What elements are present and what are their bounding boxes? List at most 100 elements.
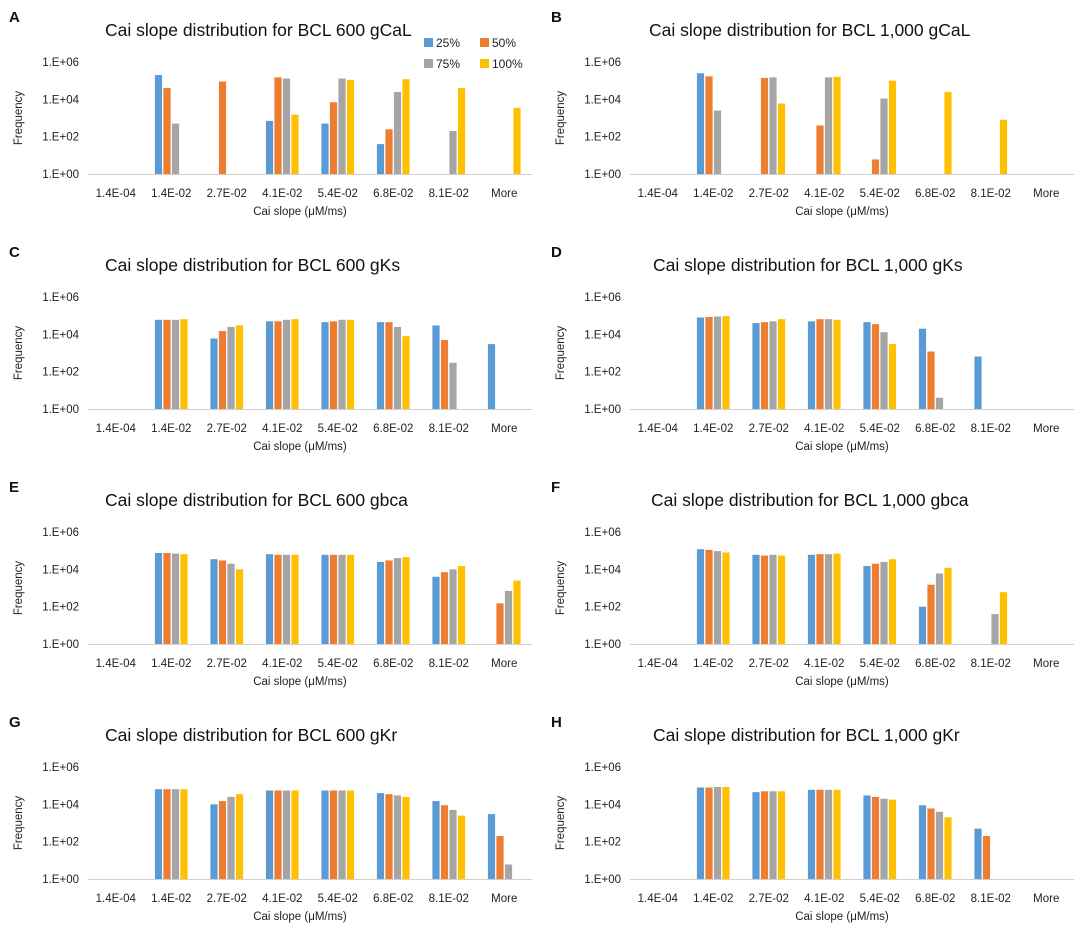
bar-25pct-1.4E-02 <box>696 549 705 644</box>
bar-50pct-1.4E-02 <box>163 789 171 879</box>
panel-letter: H <box>551 714 562 731</box>
y-tick-label: 1.E+06 <box>584 527 621 539</box>
bar-75pct-6.8E-02 <box>393 558 402 644</box>
x-tick-label: More <box>491 658 517 670</box>
legend-swatch <box>424 59 433 68</box>
bar-25pct-2.7E-02 <box>752 323 760 409</box>
bar-50pct-8.1E-02 <box>982 836 991 879</box>
bar-75pct-8.1E-02 <box>449 131 457 174</box>
bar-75pct-8.1E-02 <box>449 569 457 644</box>
x-tick-label: 2.7E-02 <box>749 188 789 200</box>
chart-title: Cai slope distribution for BCL 1,000 gbc… <box>651 490 969 510</box>
x-tick-label: More <box>1033 188 1059 200</box>
bar-25pct-2.7E-02 <box>752 792 760 879</box>
legend-swatch <box>480 38 489 47</box>
x-tick-label: More <box>1033 658 1059 670</box>
bar-50pct-2.7E-02 <box>760 555 769 644</box>
bar-25pct-More <box>487 344 496 409</box>
y-tick-label: 1.E+02 <box>584 132 621 144</box>
bar-75pct-2.7E-02 <box>769 791 777 879</box>
bar-25pct-More <box>487 814 496 879</box>
y-tick-label: 1.E+06 <box>584 292 621 304</box>
x-tick-label: 4.1E-02 <box>804 893 844 905</box>
legend-label: 50% <box>492 36 516 50</box>
bar-75pct-6.8E-02 <box>935 397 944 409</box>
bar-100pct-4.1E-02 <box>833 76 841 174</box>
chart-title: Cai slope distribution for BCL 600 gKs <box>105 255 400 275</box>
bar-50pct-5.4E-02 <box>871 324 880 409</box>
bar-25pct-6.8E-02 <box>376 144 385 174</box>
chart-panel-e: E Cai slope distribution for BCL 600 gbca… <box>0 470 542 705</box>
bar-75pct-4.1E-02 <box>282 554 291 644</box>
bar-25pct-1.4E-02 <box>154 75 163 174</box>
y-axis-label: Frequency <box>555 91 567 146</box>
y-axis-label: Frequency <box>555 796 567 851</box>
bar-25pct-1.4E-02 <box>696 787 705 879</box>
bar-100pct-1.4E-02 <box>722 316 730 409</box>
bar-50pct-5.4E-02 <box>329 321 338 409</box>
bar-50pct-More <box>496 836 504 879</box>
bar-75pct-4.1E-02 <box>282 78 291 174</box>
bar-50pct-1.4E-02 <box>163 88 171 174</box>
bar-50pct-2.7E-02 <box>218 81 227 174</box>
x-tick-label: 1.4E-04 <box>638 893 679 905</box>
chart-panel-f: F Cai slope distribution for BCL 1,000 gb… <box>542 470 1084 705</box>
bar-50pct-6.8E-02 <box>385 322 393 409</box>
x-tick-label: 8.1E-02 <box>429 188 469 200</box>
legend-label: 75% <box>436 57 460 71</box>
bar-100pct-6.8E-02 <box>944 817 952 879</box>
bar-100pct-2.7E-02 <box>777 555 786 644</box>
bar-50pct-2.7E-02 <box>218 801 227 879</box>
x-tick-label: 8.1E-02 <box>971 893 1011 905</box>
bar-50pct-1.4E-02 <box>705 76 713 174</box>
y-axis-label: Frequency <box>13 326 25 381</box>
bar-50pct-2.7E-02 <box>218 560 227 644</box>
x-tick-label: 8.1E-02 <box>429 658 469 670</box>
bar-100pct-2.7E-02 <box>777 319 786 409</box>
bar-75pct-4.1E-02 <box>824 77 833 174</box>
chart-title: Cai slope distribution for BCL 1,000 gCa… <box>649 20 971 40</box>
x-tick-label: 6.8E-02 <box>373 893 413 905</box>
bar-75pct-2.7E-02 <box>769 321 777 409</box>
bar-25pct-1.4E-02 <box>154 789 163 879</box>
bar-75pct-8.1E-02 <box>449 362 457 409</box>
bar-50pct-4.1E-02 <box>274 554 282 644</box>
x-tick-label: 2.7E-02 <box>749 658 789 670</box>
bar-75pct-8.1E-02 <box>449 809 457 879</box>
x-axis-label: Cai slope (μM/ms) <box>795 206 889 218</box>
bar-75pct-1.4E-02 <box>171 123 180 174</box>
x-tick-label: 2.7E-02 <box>207 423 247 435</box>
y-tick-label: 1.E+02 <box>42 132 79 144</box>
bar-100pct-2.7E-02 <box>235 794 244 879</box>
x-tick-label: 6.8E-02 <box>373 188 413 200</box>
y-axis-label: Frequency <box>555 561 567 616</box>
bar-25pct-6.8E-02 <box>376 793 385 879</box>
bar-25pct-6.8E-02 <box>918 805 927 879</box>
legend-swatch <box>480 59 489 68</box>
y-tick-label: 1.E+02 <box>584 602 621 614</box>
bar-50pct-5.4E-02 <box>871 563 880 644</box>
x-axis-label: Cai slope (μM/ms) <box>795 911 889 923</box>
bar-50pct-4.1E-02 <box>816 789 824 879</box>
chart-title: Cai slope distribution for BCL 600 gKr <box>105 725 397 745</box>
bar-50pct-2.7E-02 <box>760 791 769 879</box>
bar-25pct-4.1E-02 <box>807 554 816 644</box>
bar-50pct-4.1E-02 <box>816 554 824 644</box>
x-tick-label: 5.4E-02 <box>860 423 900 435</box>
x-tick-label: More <box>1033 893 1059 905</box>
x-tick-label: 5.4E-02 <box>860 188 900 200</box>
bar-50pct-1.4E-02 <box>705 787 713 879</box>
bar-50pct-2.7E-02 <box>218 331 227 409</box>
x-tick-label: 2.7E-02 <box>207 658 247 670</box>
bar-75pct-8.1E-02 <box>991 614 999 644</box>
bar-25pct-2.7E-02 <box>210 338 218 409</box>
x-tick-label: 1.4E-04 <box>96 423 137 435</box>
bar-75pct-6.8E-02 <box>935 573 944 644</box>
y-tick-label: 1.E+06 <box>42 762 79 774</box>
y-tick-label: 1.E+04 <box>584 329 621 341</box>
x-tick-label: 1.4E-02 <box>151 188 191 200</box>
bar-75pct-1.4E-02 <box>171 553 180 644</box>
x-tick-label: 8.1E-02 <box>971 188 1011 200</box>
bar-25pct-8.1E-02 <box>974 356 982 409</box>
x-tick-label: 1.4E-02 <box>693 423 733 435</box>
